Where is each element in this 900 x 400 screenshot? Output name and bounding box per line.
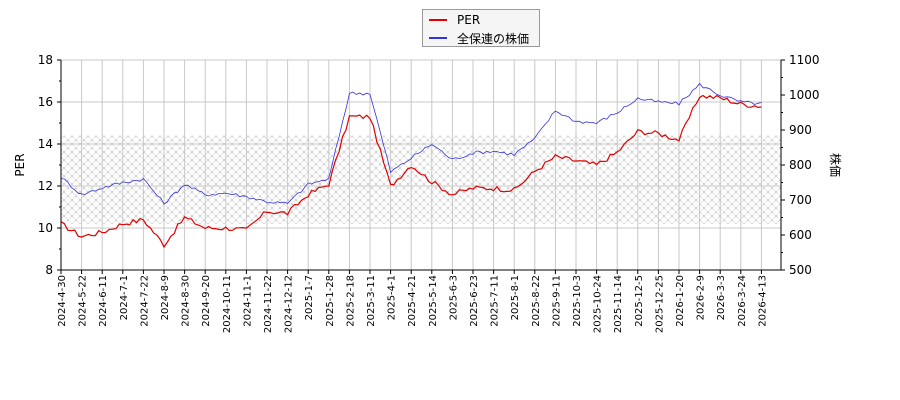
y-axis-left-ticks: 8 10 12 14 16 18 <box>38 53 61 277</box>
y-tick-label: 8 <box>45 263 53 277</box>
x-tick-label: 2024-11-22 <box>263 275 274 333</box>
x-tick-label: 2025-2-18 <box>345 275 356 327</box>
y2-tick-label: 800 <box>789 158 812 172</box>
x-tick-label: 2024-5-22 <box>78 275 89 327</box>
x-tick-label: 2024-4-30 <box>57 275 68 327</box>
grid-lines <box>60 59 781 271</box>
x-tick-label: 2026-4-13 <box>757 275 768 327</box>
y2-tick-label: 700 <box>789 193 812 207</box>
x-tick-label: 2024-11-1 <box>242 275 253 327</box>
legend-item-per: PER <box>429 12 480 28</box>
y-tick-label: 16 <box>38 95 53 109</box>
x-tick-label: 2026-2-9 <box>696 275 707 320</box>
legend-swatch-price <box>429 37 447 39</box>
x-tick-label: 2025-12-5 <box>634 275 645 327</box>
x-tick-label: 2025-10-24 <box>593 275 604 333</box>
x-tick-label: 2024-8-30 <box>181 275 192 327</box>
x-tick-label: 2025-9-11 <box>551 275 562 327</box>
x-tick-label: 2025-12-25 <box>654 275 665 333</box>
x-tick-label: 2024-9-20 <box>201 275 212 327</box>
x-tick-label: 2025-1-28 <box>325 275 336 327</box>
x-tick-label: 2026-3-24 <box>737 275 748 327</box>
shaded-band <box>61 135 781 224</box>
x-axis-ticks: 2024-4-30 2024-5-22 2024-6-11 2024-7-1 2024-… <box>57 270 768 333</box>
x-tick-label: 2025-11-14 <box>613 275 624 333</box>
x-tick-label: 2024-10-11 <box>222 275 233 333</box>
y-tick-label: 18 <box>38 53 53 67</box>
x-tick-label: 2025-5-14 <box>428 275 439 327</box>
x-tick-label: 2025-3-11 <box>366 275 377 327</box>
legend: PER 全保連の株価 <box>422 9 540 47</box>
y-tick-label: 10 <box>38 221 53 235</box>
y-axis-right-ticks: 500 600 700 800 900 1000 1100 <box>781 53 820 277</box>
y-axis-right-label: 株価 <box>828 153 843 177</box>
x-tick-label: 2025-8-22 <box>531 275 542 327</box>
y2-tick-label: 500 <box>789 263 812 277</box>
x-tick-label: 2026-1-20 <box>675 275 686 327</box>
legend-label-per: PER <box>457 13 481 27</box>
x-tick-label: 2025-4-21 <box>407 275 418 327</box>
y2-tick-label: 1000 <box>789 88 820 102</box>
legend-item-price: 全保連の株価 <box>429 30 529 46</box>
y-tick-label: 14 <box>38 137 53 151</box>
y-axis-left-label: PER <box>13 153 27 176</box>
x-tick-label: 2024-7-22 <box>139 275 150 327</box>
y-tick-label: 12 <box>38 179 53 193</box>
legend-swatch-per <box>429 19 447 21</box>
x-tick-label: 2025-7-11 <box>490 275 501 327</box>
y2-tick-label: 1100 <box>789 53 820 67</box>
legend-label-price: 全保連の株価 <box>457 31 530 46</box>
x-tick-label: 2025-10-3 <box>572 275 583 327</box>
x-tick-label: 2024-7-1 <box>119 275 130 320</box>
x-tick-label: 2024-12-12 <box>284 275 295 333</box>
x-tick-label: 2024-6-11 <box>98 275 109 327</box>
y2-tick-label: 900 <box>789 123 812 137</box>
x-tick-label: 2025-4-1 <box>387 275 398 320</box>
x-tick-label: 2026-3-3 <box>716 275 727 320</box>
x-tick-label: 2025-6-3 <box>448 275 459 320</box>
x-tick-label: 2024-8-9 <box>160 275 171 320</box>
x-tick-label: 2025-6-23 <box>469 275 480 327</box>
x-tick-label: 2025-1-7 <box>304 275 315 320</box>
y2-tick-label: 600 <box>789 228 812 242</box>
x-tick-label: 2025-8-1 <box>510 275 521 320</box>
series-lines <box>60 82 762 249</box>
